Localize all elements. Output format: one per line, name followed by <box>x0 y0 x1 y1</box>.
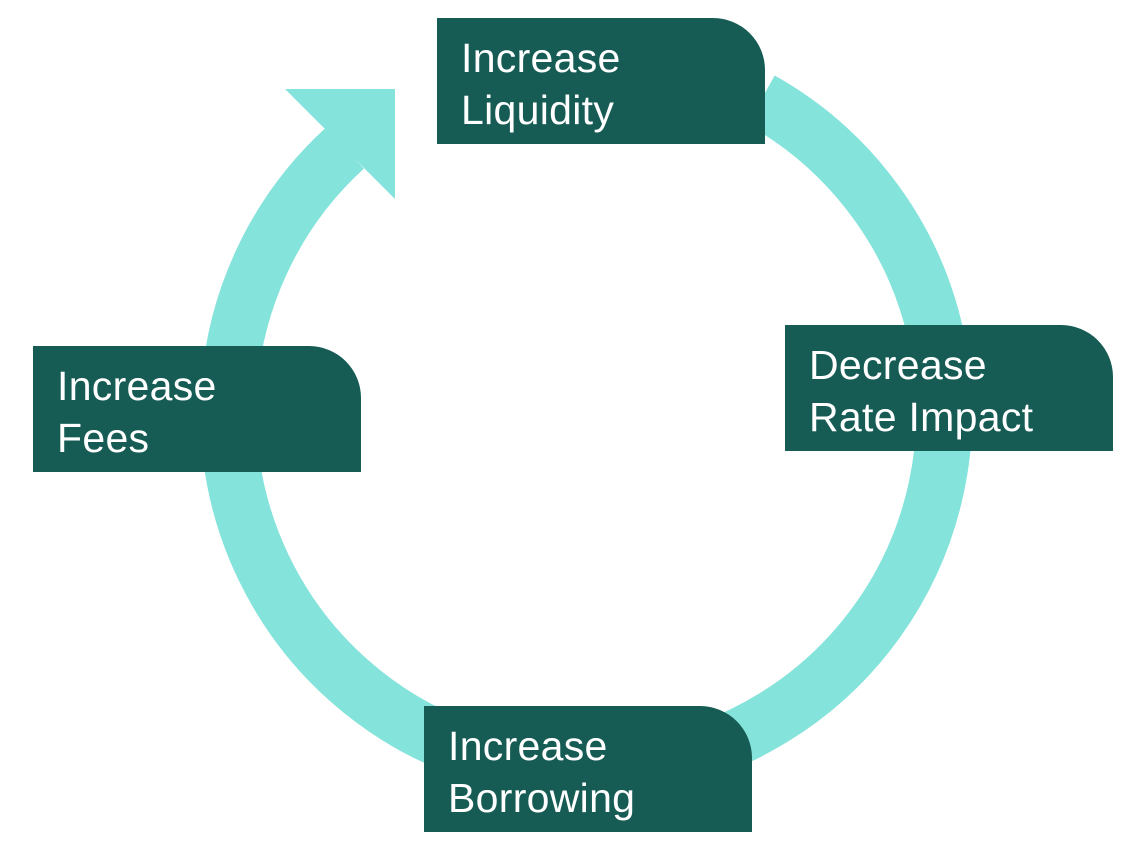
node-label-line2: Fees <box>57 415 150 461</box>
node-label-line1: Increase <box>57 363 217 409</box>
node-increase-fees: Increase Fees <box>33 346 361 472</box>
node-increase-liquidity: Increase Liquidity <box>437 18 765 144</box>
cycle-arrow-head <box>285 89 395 199</box>
node-label-line1: Increase <box>448 723 608 769</box>
node-label-line1: Decrease <box>809 342 987 388</box>
node-increase-borrowing: Increase Borrowing <box>424 706 752 832</box>
node-label-line2: Liquidity <box>461 87 615 133</box>
node-label-line2: Rate Impact <box>809 394 1034 440</box>
node-label-line1: Increase <box>461 35 621 81</box>
node-decrease-rate-impact: Decrease Rate Impact <box>785 325 1113 451</box>
node-label-line2: Borrowing <box>448 775 636 821</box>
